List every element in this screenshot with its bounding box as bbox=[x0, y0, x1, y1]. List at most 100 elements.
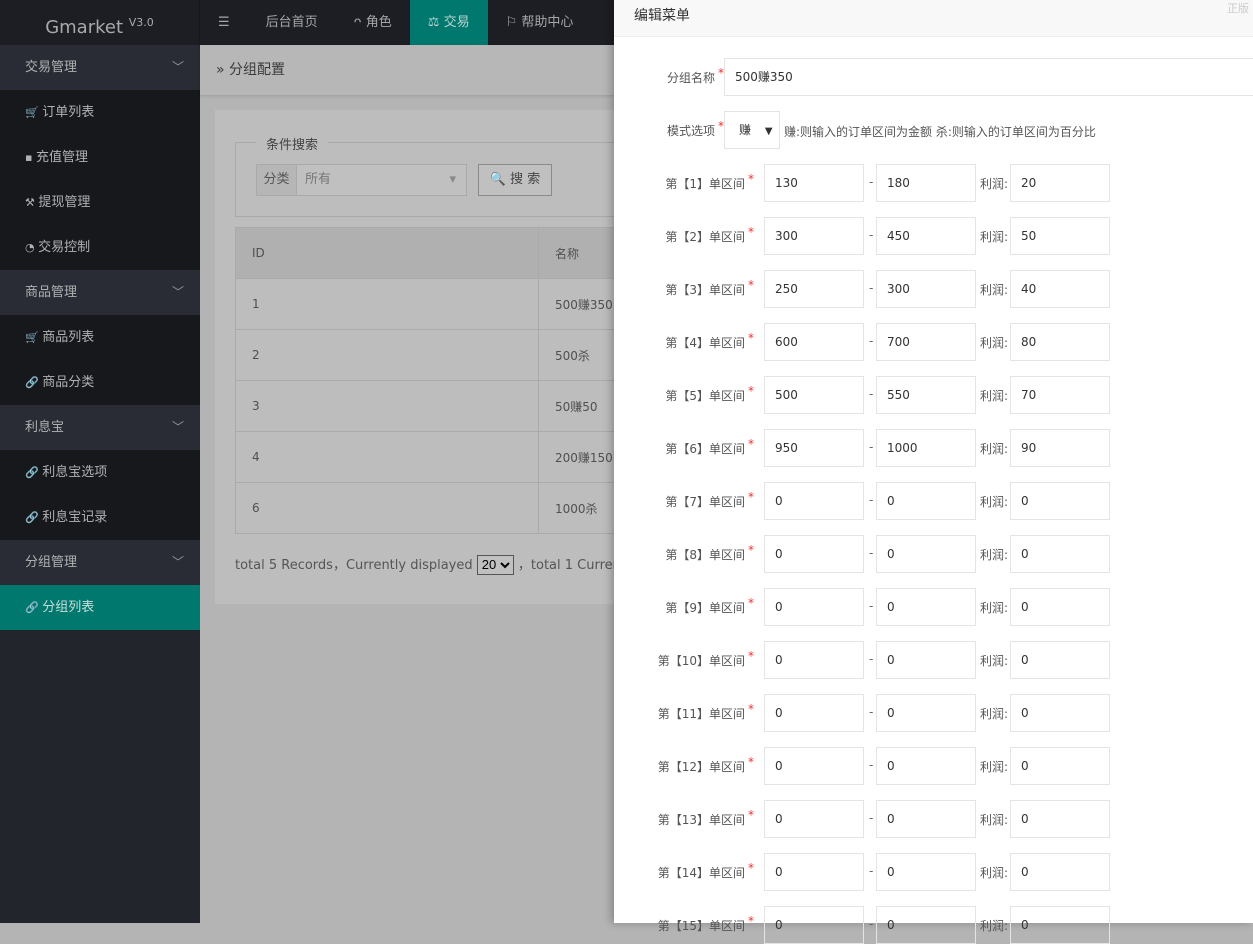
range-max-input[interactable]: 0 bbox=[876, 641, 976, 679]
nav-item-1[interactable]: 后台首页 bbox=[265, 15, 318, 30]
profit-input[interactable]: 0 bbox=[1010, 535, 1110, 573]
range-min-input[interactable]: 500 bbox=[764, 376, 864, 414]
nav-item-2[interactable]: ᴖ 角色 bbox=[353, 15, 392, 30]
profit-input[interactable]: 20 bbox=[1010, 164, 1110, 202]
range-max-input[interactable]: 0 bbox=[876, 694, 976, 732]
search-button[interactable]: 🔍 搜 索 bbox=[478, 164, 552, 196]
search-fieldset: 条件搜索 分类 所有 ▾ 🔍 搜 索 bbox=[235, 134, 635, 217]
range-max-input[interactable]: 0 bbox=[876, 747, 976, 785]
profit-input[interactable]: 0 bbox=[1010, 588, 1110, 626]
range-dash: - bbox=[869, 175, 874, 189]
sidebar-item[interactable]: 🔗 商品分类 bbox=[0, 360, 200, 405]
profit-input[interactable]: 0 bbox=[1010, 641, 1110, 679]
table-row[interactable]: 3 50赚50 bbox=[235, 380, 635, 432]
range-max-input[interactable]: 180 bbox=[876, 164, 976, 202]
profit-input[interactable]: 90 bbox=[1010, 429, 1110, 467]
range-min-input[interactable]: 950 bbox=[764, 429, 864, 467]
sidebar-item[interactable]: 🛒 商品列表 bbox=[0, 315, 200, 360]
range-max-input[interactable]: 300 bbox=[876, 270, 976, 308]
range-min-input[interactable]: 0 bbox=[764, 535, 864, 573]
sidebar-group[interactable]: 分组管理 ﹀ bbox=[0, 540, 200, 585]
link-icon: 🔗 bbox=[25, 466, 43, 479]
range-min-input[interactable]: 300 bbox=[764, 217, 864, 255]
nav-item-0[interactable]: ☰ bbox=[218, 15, 230, 30]
nav-item-4[interactable]: ⚐ 帮助中心 bbox=[505, 15, 574, 30]
scale-icon: ⚖ bbox=[427, 15, 444, 30]
sidebar: 交易管理 ﹀ 🛒 订单列表 ▪ 充值管理 ⚒ 提现管理 ◔ 交易控制 商品管理 ﹀ 🛒 商品列表… bbox=[0, 45, 200, 923]
range-min-input[interactable]: 0 bbox=[764, 694, 864, 732]
chevron-down-icon: ﹀ bbox=[171, 60, 184, 74]
range-max-input[interactable]: 550 bbox=[876, 376, 976, 414]
profit-input[interactable]: 50 bbox=[1010, 217, 1110, 255]
nav-item-3[interactable]: ⚖ 交易 bbox=[409, 0, 488, 45]
range-min-input[interactable]: 130 bbox=[764, 164, 864, 202]
money-icon: ▪ bbox=[25, 151, 36, 164]
table-row[interactable]: 2 500杀 bbox=[235, 329, 635, 381]
sidebar-group[interactable]: 交易管理 ﹀ bbox=[0, 45, 200, 90]
range-min-input[interactable]: 0 bbox=[764, 747, 864, 785]
profit-input[interactable]: 0 bbox=[1010, 482, 1110, 520]
sidebar-group[interactable]: 商品管理 ﹀ bbox=[0, 270, 200, 315]
range-max-input[interactable]: 450 bbox=[876, 217, 976, 255]
range-min-input[interactable]: 0 bbox=[764, 800, 864, 838]
range-label: 第【3】单区间 * bbox=[665, 278, 754, 297]
range-max-input[interactable]: 0 bbox=[876, 588, 976, 626]
profit-label: 利润: bbox=[980, 495, 1009, 509]
range-dash: - bbox=[869, 705, 874, 719]
category-select[interactable]: 分类 所有 ▾ bbox=[256, 164, 467, 196]
profit-input[interactable]: 70 bbox=[1010, 376, 1110, 414]
page-size-select[interactable]: 20 bbox=[476, 554, 514, 575]
profit-label: 利润: bbox=[980, 336, 1009, 350]
range-min-input[interactable]: 0 bbox=[764, 641, 864, 679]
link-icon: 🔗 bbox=[25, 376, 43, 389]
link-icon: 🔗 bbox=[25, 511, 43, 524]
profit-label: 利润: bbox=[980, 866, 1009, 880]
range-max-input[interactable]: 0 bbox=[876, 535, 976, 573]
group-table: ID 名称 1 500赚350 2 500杀 3 50赚50 4 200赚150 6 1000杀 bbox=[235, 227, 635, 534]
range-max-input[interactable]: 0 bbox=[876, 853, 976, 891]
profit-input[interactable]: 0 bbox=[1010, 747, 1110, 785]
profit-input[interactable]: 0 bbox=[1010, 853, 1110, 891]
range-dash: - bbox=[869, 917, 874, 931]
range-max-input[interactable]: 700 bbox=[876, 323, 976, 361]
sidebar-item[interactable]: 🔗 利息宝选项 bbox=[0, 450, 200, 495]
sidebar-item[interactable]: 🔗 利息宝记录 bbox=[0, 495, 200, 540]
caret-down-icon: ▾ bbox=[449, 172, 456, 187]
range-min-input[interactable]: 0 bbox=[764, 482, 864, 520]
table-row[interactable]: 1 500赚350 bbox=[235, 278, 635, 330]
profit-label: 利润: bbox=[980, 760, 1009, 774]
group-name-input[interactable]: 500赚350 bbox=[724, 58, 1253, 96]
table-row[interactable]: 4 200赚150 bbox=[235, 431, 635, 483]
range-label: 第【5】单区间 * bbox=[665, 384, 754, 403]
range-max-input[interactable]: 1000 bbox=[876, 429, 976, 467]
top-bar: Gmarket V3.0 ☰ 后台首页 ᴖ 角色 ⚖ 交易 ⚐ 帮助中心 bbox=[0, 0, 614, 45]
sidebar-item[interactable]: ◔ 交易控制 bbox=[0, 225, 200, 270]
range-min-input[interactable]: 0 bbox=[764, 588, 864, 626]
range-label: 第【4】单区间 * bbox=[665, 331, 754, 350]
sidebar-group[interactable]: 利息宝 ﹀ bbox=[0, 405, 200, 450]
profit-input[interactable]: 0 bbox=[1010, 694, 1110, 732]
range-dash: - bbox=[869, 281, 874, 295]
profit-input[interactable]: 40 bbox=[1010, 270, 1110, 308]
profit-input[interactable]: 0 bbox=[1010, 906, 1110, 944]
sidebar-item[interactable]: 🔗 分组列表 bbox=[0, 585, 200, 630]
range-label: 第【15】单区间 * bbox=[657, 914, 754, 933]
range-min-input[interactable]: 250 bbox=[764, 270, 864, 308]
range-max-input[interactable]: 0 bbox=[876, 482, 976, 520]
sidebar-item[interactable]: ⚒ 提现管理 bbox=[0, 180, 200, 225]
range-max-input[interactable]: 0 bbox=[876, 800, 976, 838]
pagination: total 5 Records，Currently displayed 20 ，… bbox=[235, 554, 650, 575]
table-row[interactable]: 6 1000杀 bbox=[235, 482, 635, 534]
profit-input[interactable]: 80 bbox=[1010, 323, 1110, 361]
range-max-input[interactable]: 0 bbox=[876, 906, 976, 944]
profit-label: 利润: bbox=[980, 813, 1009, 827]
profit-input[interactable]: 0 bbox=[1010, 800, 1110, 838]
range-min-input[interactable]: 0 bbox=[764, 853, 864, 891]
mode-select[interactable]: 赚 ▼ bbox=[724, 111, 780, 149]
sidebar-item[interactable]: ▪ 充值管理 bbox=[0, 135, 200, 180]
sidebar-item[interactable]: 🛒 订单列表 bbox=[0, 90, 200, 135]
range-min-input[interactable]: 0 bbox=[764, 906, 864, 944]
flag-icon: ⚐ bbox=[505, 15, 522, 30]
range-dash: - bbox=[869, 228, 874, 242]
range-min-input[interactable]: 600 bbox=[764, 323, 864, 361]
